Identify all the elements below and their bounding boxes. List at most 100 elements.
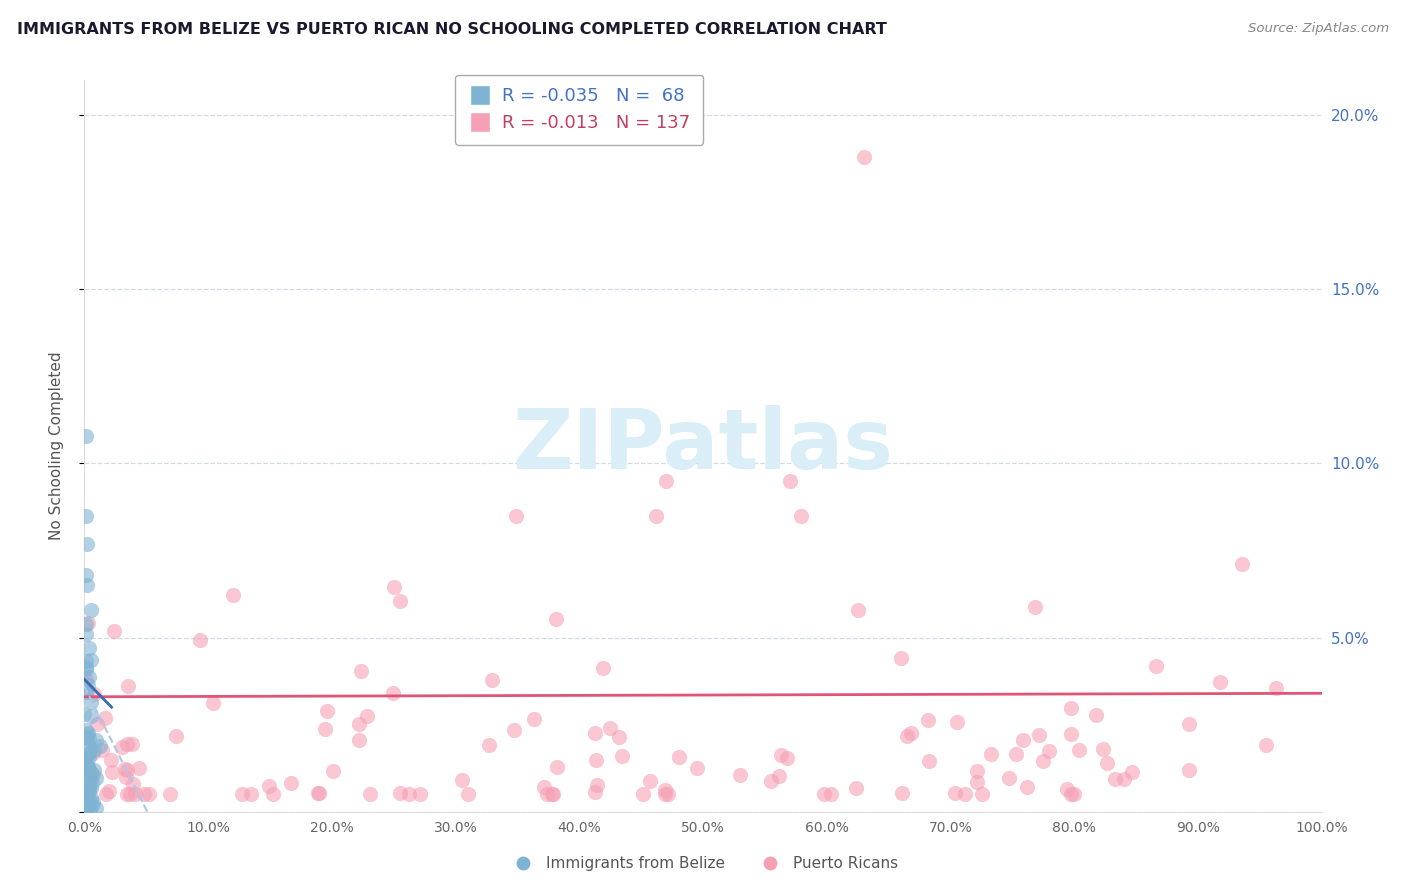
Point (1067, 743, 1090, 757)
Point (76, 536, 98, 550)
Point (114, 770, 136, 784)
Point (124, 787, 146, 801)
Point (75, 508, 97, 523)
Point (165, 729, 187, 743)
Point (77, 746, 100, 760)
Point (779, 474, 801, 488)
Point (845, 780, 868, 795)
Point (768, 769, 790, 783)
Point (382, 580, 405, 594)
Point (970, 787, 993, 801)
Point (523, 712, 546, 726)
Point (1144, 659, 1167, 673)
Point (1177, 763, 1199, 777)
Point (77, 782, 100, 797)
Point (79, 793, 101, 807)
Point (121, 737, 143, 751)
Point (159, 787, 181, 801)
Point (80, 798, 103, 813)
Point (1024, 600, 1046, 615)
Point (759, 773, 782, 788)
Point (389, 786, 412, 800)
Point (541, 787, 564, 801)
Point (73, 784, 96, 798)
Point (115, 764, 138, 778)
Point (1060, 727, 1083, 741)
Point (655, 474, 678, 488)
Point (966, 764, 988, 778)
Point (820, 787, 842, 801)
Point (316, 704, 339, 718)
Point (122, 777, 145, 791)
Point (89, 739, 111, 754)
Point (347, 717, 370, 731)
Point (75, 787, 97, 801)
Point (728, 768, 751, 782)
Point (1230, 558, 1253, 572)
Point (852, 150, 875, 164)
Point (638, 774, 661, 789)
Point (77, 797, 100, 812)
Point (259, 779, 281, 793)
Point (918, 754, 941, 768)
Point (1208, 674, 1230, 689)
Point (481, 673, 503, 687)
Point (1060, 701, 1083, 715)
Point (1254, 738, 1277, 752)
Point (1032, 754, 1054, 768)
Point (631, 787, 654, 801)
Point (505, 508, 527, 523)
Point (73, 749, 96, 764)
Point (356, 709, 378, 723)
Point (76, 682, 98, 697)
Point (73, 752, 96, 766)
Point (1095, 756, 1118, 770)
Point (128, 761, 150, 775)
Point (790, 508, 813, 523)
Point (1005, 747, 1028, 761)
Legend: Immigrants from Belize, Puerto Ricans: Immigrants from Belize, Puerto Ricans (502, 850, 904, 877)
Point (80, 776, 103, 790)
Point (457, 787, 479, 801)
Point (75, 626, 97, 640)
Point (657, 787, 679, 801)
Point (1028, 728, 1050, 742)
Point (398, 787, 420, 801)
Point (546, 612, 568, 626)
Point (77, 641, 100, 656)
Point (322, 764, 344, 779)
Point (998, 771, 1021, 785)
Point (1104, 772, 1126, 786)
Point (86, 717, 108, 731)
Point (73, 804, 96, 818)
Point (82, 746, 104, 760)
Point (280, 775, 302, 789)
Point (80, 695, 103, 709)
Point (75, 567, 97, 582)
Point (79, 745, 101, 759)
Point (585, 753, 607, 767)
Point (1114, 772, 1136, 786)
Point (84, 800, 107, 814)
Point (654, 787, 676, 801)
Point (93, 711, 115, 725)
Point (83, 743, 105, 757)
Point (73, 787, 96, 801)
Point (846, 603, 869, 617)
Point (115, 737, 138, 751)
Point (533, 780, 555, 794)
Point (115, 787, 138, 801)
Point (76, 772, 98, 786)
Point (84, 771, 107, 785)
Point (77, 615, 100, 630)
Point (946, 714, 969, 729)
Point (409, 787, 432, 801)
Point (388, 594, 411, 608)
Point (240, 787, 263, 801)
Point (91, 743, 114, 757)
Point (77, 783, 100, 797)
Point (82, 766, 104, 780)
Y-axis label: No Schooling Completed: No Schooling Completed (49, 351, 63, 541)
Point (73, 766, 96, 780)
Point (80, 709, 103, 723)
